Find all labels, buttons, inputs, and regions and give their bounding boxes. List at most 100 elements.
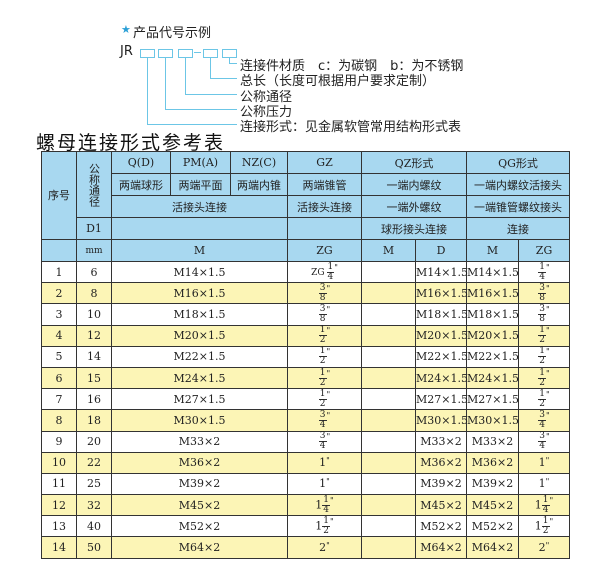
table-row: 6 15 M24×1.5 1 2 " M24×1.5 M24×1.5 1 2 "	[41, 366, 571, 390]
cell-qg-m: M64×2	[466, 536, 520, 559]
cell-qg-m: M16×1.5	[466, 282, 520, 305]
header-qz: QZ形式	[360, 151, 468, 174]
cell-qz-d: M36×2	[414, 451, 468, 474]
cell-qz-m	[361, 472, 416, 496]
cell-qz-d: M20×1.5	[414, 324, 468, 347]
cell-dn: 14	[76, 345, 112, 368]
numerator: 1	[318, 346, 327, 358]
denominator: 4	[539, 441, 546, 452]
cell-zg: 1 2 "	[287, 345, 362, 368]
cell-qz-d: M45×2	[414, 494, 468, 517]
diagram-title: 产品代号示例	[133, 26, 212, 41]
inch-mark: "	[549, 495, 554, 505]
cell-m: M14×1.5	[111, 260, 288, 284]
header-cell: 一端内螺纹	[360, 173, 468, 196]
header-seq: 序号	[41, 151, 77, 240]
numerator: 3	[538, 409, 547, 421]
code-prefix: JR	[120, 44, 133, 59]
code-box	[158, 49, 173, 58]
cell-qz-m	[361, 536, 416, 559]
inch-mark: "	[546, 432, 550, 442]
cell-qg-m: M30×1.5	[466, 409, 520, 432]
cell-qz-d: M39×2	[414, 472, 468, 496]
header-cell: 一端外螺纹	[360, 195, 468, 218]
inch-mark: "	[326, 541, 330, 551]
whole: 1	[538, 456, 546, 470]
cell-dn: 20	[76, 430, 112, 453]
cell-dn: 15	[76, 366, 112, 390]
inch-mark: "	[326, 368, 331, 378]
code-box	[140, 49, 155, 58]
denominator: 2	[319, 377, 326, 388]
cell-qz-d: M14×1.5	[414, 260, 468, 284]
whole: 2	[538, 541, 546, 555]
numerator: 1	[318, 388, 327, 400]
label-material: 连接件材质 c：为碳钢 b：为不锈钢	[240, 59, 464, 74]
cell-qg-m: M22×1.5	[466, 345, 520, 368]
header-cell: 连接	[466, 217, 571, 240]
numerator: 1	[322, 494, 331, 506]
cell-m: M36×2	[111, 451, 288, 474]
inch-mark: "	[546, 283, 550, 293]
cell-qz-m	[361, 260, 416, 284]
whole: 1	[319, 477, 327, 491]
cell-qz-m	[361, 388, 416, 411]
cell-m: M39×2	[111, 472, 288, 496]
cell-qg-zg: 1 2 "	[518, 324, 571, 347]
cell-qg-zg: 1 2 "	[518, 345, 571, 368]
denominator: 8	[539, 292, 546, 303]
cell-qz-d: M52×2	[414, 515, 468, 538]
table-row: 12 32 M45×2 1 1 4 " M45×2 M45×2 1 1 4 "	[41, 494, 571, 517]
denominator: 4	[319, 419, 326, 430]
header-cell: 两端平面	[170, 173, 231, 196]
cell-no: 4	[41, 324, 77, 347]
header-cell: ZG	[287, 239, 362, 262]
cell-m: M20×1.5	[111, 324, 288, 347]
header-cell: 两端球形	[111, 173, 171, 196]
header-cell	[111, 217, 288, 240]
denominator: 2	[319, 335, 326, 346]
inch-mark: "	[545, 477, 550, 487]
header-d1: D1	[76, 217, 112, 240]
denominator: 2	[319, 356, 326, 367]
cell-dn: 6	[76, 260, 112, 284]
cell-zg: 1"	[287, 472, 362, 496]
table-row: 4 12 M20×1.5 1 2 " M20×1.5 M20×1.5 1 2 "	[41, 324, 571, 347]
label-length: 总长（长度可根据用户要求定制）	[240, 74, 436, 89]
cell-no: 9	[41, 430, 77, 453]
denominator: 8	[539, 313, 546, 324]
inch-mark: "	[330, 495, 334, 505]
table-title: 螺母连接形式参考表	[36, 132, 226, 154]
cell-qg-m: M18×1.5	[466, 303, 520, 326]
header-qd: Q(D)	[111, 151, 171, 174]
cell-qz-m	[361, 451, 416, 474]
table-row: 7 16 M27×1.5 1 2 " M27×1.5 M27×1.5 1 2 "	[41, 388, 571, 411]
header-qg: QG形式	[466, 151, 571, 174]
cell-dn: 32	[76, 494, 112, 517]
cell-no: 7	[41, 388, 77, 411]
cell-no: 10	[41, 451, 77, 474]
cell-qg-zg: 3 8 "	[518, 282, 571, 305]
cell-dn: 12	[76, 324, 112, 347]
inch-mark: "	[546, 368, 550, 378]
header-unit: mm	[76, 239, 112, 262]
cell-qg-m: M45×2	[466, 494, 520, 517]
inch-mark: "	[326, 389, 331, 399]
header-nominal: 公称通径	[76, 151, 112, 218]
cell-qg-zg: 3 4 "	[518, 409, 571, 432]
denominator: 2	[323, 525, 330, 536]
cell-qz-m	[361, 282, 416, 305]
whole: 1	[315, 498, 323, 512]
cell-dn: 16	[76, 388, 112, 411]
cell-zg: 3 8 "	[287, 282, 362, 305]
denominator: 8	[319, 313, 326, 324]
numerator: 1	[538, 388, 547, 400]
inch-mark: "	[330, 516, 334, 526]
inch-mark: "	[334, 262, 338, 272]
cell-qg-zg: 3 8 "	[518, 303, 571, 326]
cell-zg: 3 8 "	[287, 303, 362, 326]
